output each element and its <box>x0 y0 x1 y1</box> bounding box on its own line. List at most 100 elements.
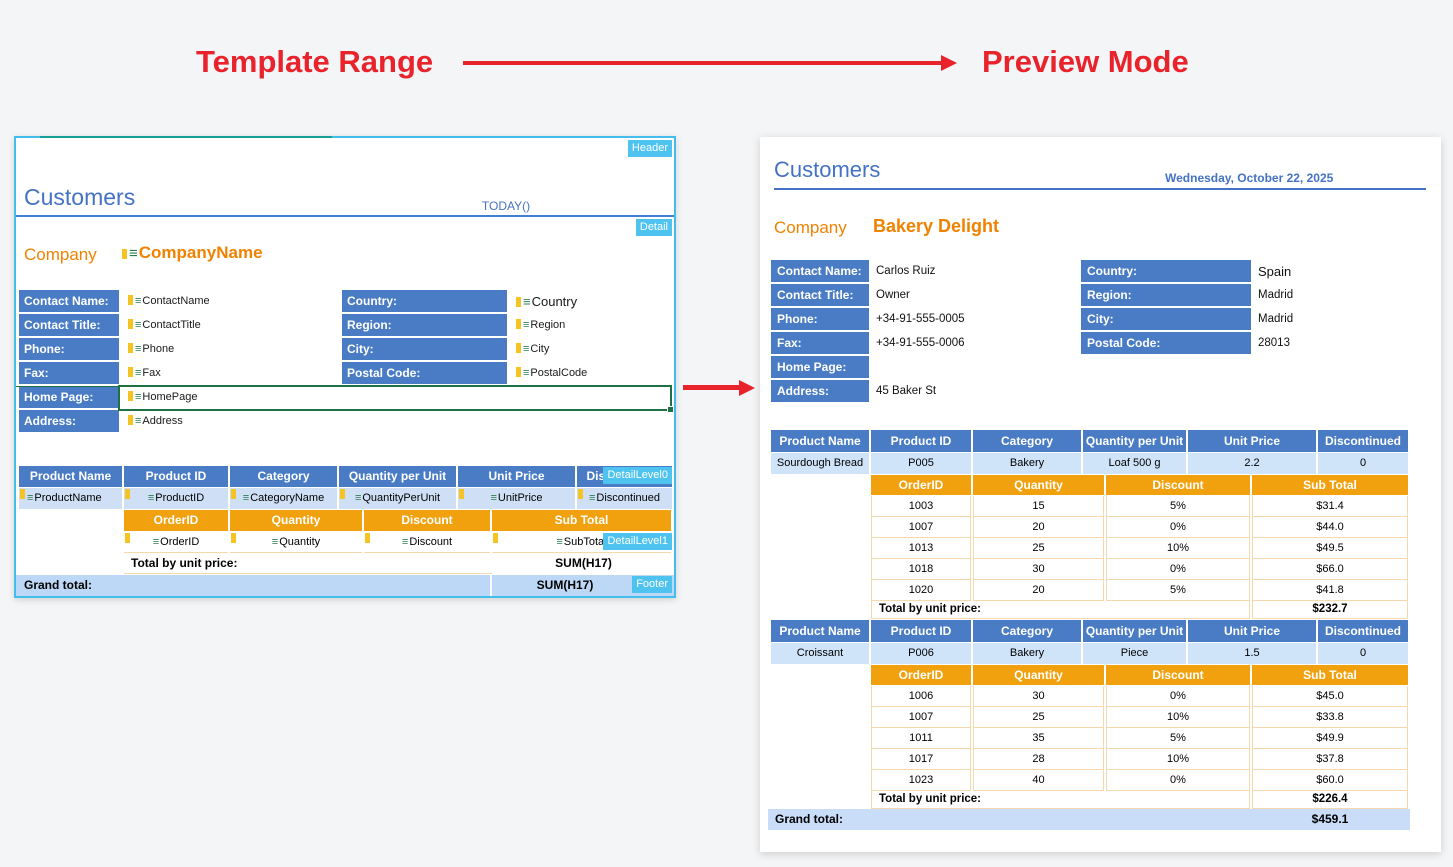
range-tag-header[interactable]: Header <box>627 140 672 157</box>
product-col-header[interactable]: Unit Price <box>458 466 575 487</box>
city-field-cell[interactable]: ≡City <box>516 343 549 355</box>
region-label-cell[interactable]: Region: <box>342 314 507 336</box>
order-discount: 0% <box>1106 559 1250 580</box>
company-label: Company <box>774 218 847 237</box>
fax-label-cell[interactable]: Fax: <box>19 362 119 384</box>
total-row: Total by unit price: $226.4 <box>871 791 1410 809</box>
total-label-cell[interactable]: Total by unit price: <box>124 554 492 574</box>
phone-label-cell[interactable]: Phone: <box>19 338 119 360</box>
product-header-row: Product Name Product ID Category Quantit… <box>771 430 1410 452</box>
phone-field-cell[interactable]: ≡Phone <box>128 343 174 355</box>
product-field-cell[interactable]: ≡Discontinued <box>577 488 672 509</box>
country-label-cell[interactable]: Country: <box>342 290 507 312</box>
order-row: 1006 30 0% $45.0 <box>871 686 1410 707</box>
contact-title-label-cell[interactable]: Contact Title: <box>19 314 119 336</box>
order-col-header: OrderID <box>871 665 971 685</box>
order-discount: 10% <box>1106 749 1250 770</box>
fax-label: Fax: <box>771 332 869 354</box>
order-header-row: OrderID Quantity Discount Sub Total <box>871 665 1410 685</box>
grand-total-formula-cell[interactable]: SUM(H17) <box>536 578 594 592</box>
insert-marker-icon <box>516 296 521 307</box>
order-quantity: 20 <box>973 580 1104 601</box>
range-tag-detail-level1[interactable]: DetailLevel1 <box>603 533 672 550</box>
product-section: Product Name Product ID Category Quantit… <box>771 430 1410 619</box>
postal-code-field-cell[interactable]: ≡PostalCode <box>516 367 587 379</box>
product-field-cell[interactable]: ≡CategoryName <box>230 488 337 509</box>
template-contact-row: City: ≡City <box>342 338 587 360</box>
total-row: Total by unit price: $232.7 <box>871 601 1410 619</box>
product-col-header: Quantity per Unit <box>1083 430 1186 452</box>
postal-code-value: 28013 <box>1258 337 1290 349</box>
contact-title-field-cell[interactable]: ≡ContactTitle <box>128 319 201 331</box>
order-col-header[interactable]: OrderID <box>124 510 228 531</box>
fax-value: +34-91-555-0006 <box>876 337 965 349</box>
address-field-cell[interactable]: ≡Address <box>128 415 183 427</box>
today-formula-cell[interactable]: TODAY() <box>481 199 531 213</box>
order-field-cell[interactable]: ≡OrderID <box>124 532 228 553</box>
selected-cell-outline[interactable] <box>118 385 674 413</box>
product-unit-price-cell: 1.5 <box>1188 643 1316 664</box>
field-list-icon: ≡ <box>135 367 142 379</box>
range-tag-footer[interactable]: Footer <box>632 576 672 593</box>
order-id: 1007 <box>871 707 971 728</box>
product-col-header: Discontinued <box>1318 620 1408 642</box>
order-col-header[interactable]: Sub Total <box>492 510 671 531</box>
company-label-cell[interactable]: Company <box>24 245 97 264</box>
order-id: 1017 <box>871 749 971 770</box>
template-contact-row: Contact Title: ≡ContactTitle <box>19 314 210 336</box>
order-row: 1023 40 0% $60.0 <box>871 770 1410 791</box>
contact-name-field-cell[interactable]: ≡ContactName <box>128 295 210 307</box>
insert-marker-icon <box>231 533 236 543</box>
contact-row: Home Page: <box>771 356 965 378</box>
order-subtotal: $44.0 <box>1252 517 1408 538</box>
field-list-icon: ≡ <box>401 536 409 548</box>
product-category-cell: Bakery <box>973 453 1081 474</box>
contact-title-value: Owner <box>876 289 910 301</box>
product-col-header[interactable]: Category <box>230 466 337 487</box>
grand-total-label-cell[interactable]: Grand total: <box>24 578 92 592</box>
order-col-header[interactable]: Quantity <box>230 510 362 531</box>
range-tag-detail-level0[interactable]: DetailLevel0 <box>603 467 672 484</box>
home-page-label-cell[interactable]: Home Page: <box>19 386 119 408</box>
field-list-icon: ≡ <box>556 536 563 548</box>
product-field-cell[interactable]: ≡UnitPrice <box>458 488 575 509</box>
order-quantity: 15 <box>973 496 1104 517</box>
product-qty-per-unit-cell: Loaf 500 g <box>1083 453 1186 474</box>
order-field-cell[interactable]: ≡Quantity <box>230 532 362 553</box>
address-value: 45 Baker St <box>876 385 937 397</box>
phone-label: Phone: <box>771 308 869 330</box>
insert-marker-icon <box>125 533 130 543</box>
total-formula-cell[interactable]: SUM(H17) <box>555 556 612 570</box>
template-contact-right-column: Country: ≡Country Region: ≡Region City: … <box>342 290 587 386</box>
order-field-cell[interactable]: ≡Discount <box>364 532 490 553</box>
product-col-header[interactable]: Quantity per Unit <box>339 466 456 487</box>
order-header-row: OrderID Quantity Discount Sub Total <box>124 510 674 531</box>
country-field-cell[interactable]: ≡Country <box>516 294 577 309</box>
home-page-field-cell[interactable]: ≡HomePage <box>128 391 197 403</box>
fax-field-cell[interactable]: ≡Fax <box>128 367 161 379</box>
product-data-row: Croissant P006 Bakery Piece 1.5 0 <box>771 643 1410 664</box>
product-field-cell[interactable]: ≡ProductName <box>19 488 122 509</box>
report-title[interactable]: Customers <box>24 184 136 210</box>
template-grand-total-row[interactable]: Grand total: SUM(H17) <box>16 575 674 596</box>
address-label-cell[interactable]: Address: <box>19 410 119 432</box>
product-field-cell[interactable]: ≡QuantityPerUnit <box>339 488 456 509</box>
contact-name-label-cell[interactable]: Contact Name: <box>19 290 119 312</box>
product-col-header: Unit Price <box>1188 620 1316 642</box>
city-label-cell[interactable]: City: <box>342 338 507 360</box>
order-col-header[interactable]: Discount <box>364 510 490 531</box>
product-col-header[interactable]: Product ID <box>124 466 228 487</box>
region-field-cell[interactable]: ≡Region <box>516 319 565 331</box>
order-discount: 0% <box>1106 686 1250 707</box>
order-quantity: 30 <box>973 559 1104 580</box>
company-name-field-cell[interactable]: ≡CompanyName <box>122 243 263 263</box>
order-id: 1020 <box>871 580 971 601</box>
insert-marker-icon <box>516 343 521 353</box>
range-tag-detail[interactable]: Detail <box>635 219 672 236</box>
product-col-header[interactable]: Product Name <box>19 466 122 487</box>
product-section: Product Name Product ID Category Quantit… <box>771 620 1410 809</box>
insert-marker-icon <box>128 415 133 425</box>
order-col-header: Sub Total <box>1252 475 1408 495</box>
product-field-cell[interactable]: ≡ProductID <box>124 488 228 509</box>
postal-code-label-cell[interactable]: Postal Code: <box>342 362 507 384</box>
